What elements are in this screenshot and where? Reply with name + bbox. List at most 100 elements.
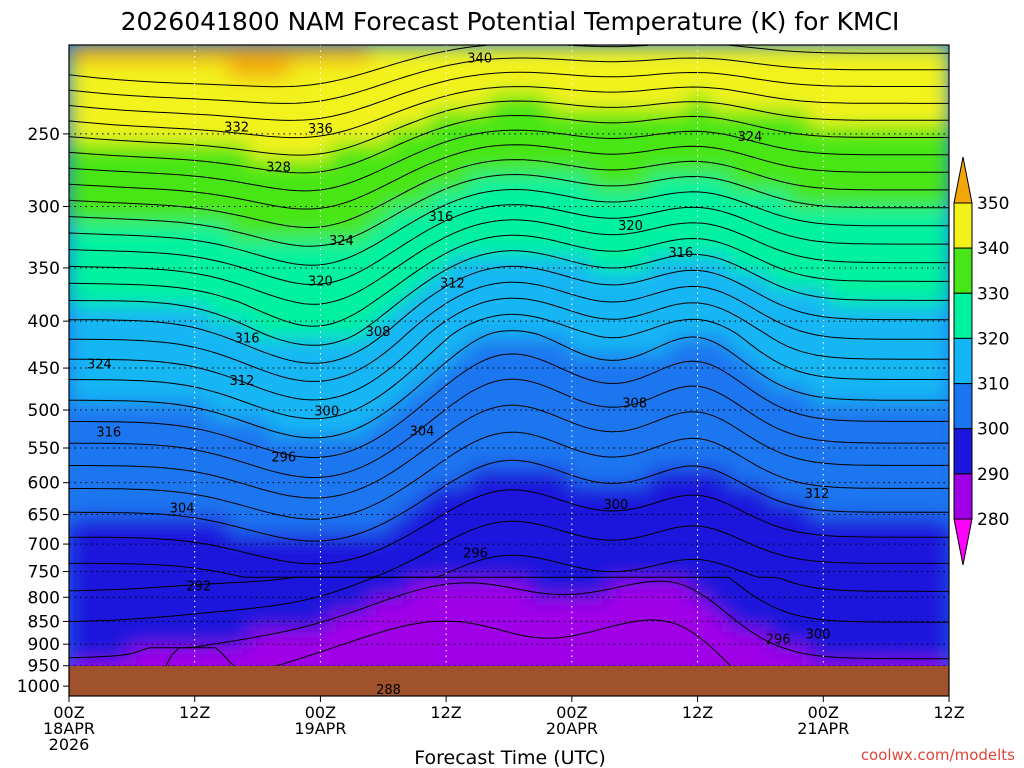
band-cell: [409, 500, 430, 518]
band-cell: [629, 126, 650, 144]
band-cell: [789, 630, 810, 649]
band-cell: [229, 61, 250, 79]
band-cell: [449, 126, 470, 144]
band-cell: [169, 158, 190, 177]
band-cell: [449, 77, 470, 95]
band-cell: [789, 549, 810, 567]
colorbar-label: 340: [977, 239, 1009, 259]
isotherm-line: [69, 265, 949, 364]
band-cell: [669, 598, 690, 616]
isotherm-line: [69, 404, 949, 499]
band-cell: [709, 61, 730, 79]
band-cell: [769, 77, 790, 95]
band-cell: [169, 126, 190, 144]
band-cell: [549, 516, 570, 535]
band-cell: [569, 207, 590, 226]
band-cell: [589, 647, 610, 665]
band-cell: [569, 451, 590, 470]
contour-label: 308: [622, 397, 647, 412]
band-cell: [449, 403, 470, 421]
band-cell: [889, 321, 910, 339]
band-cell: [69, 93, 90, 112]
band-cell: [889, 598, 910, 616]
band-cell: [929, 142, 949, 160]
band-cell: [389, 647, 410, 665]
band-cell: [569, 126, 590, 144]
band-cell: [249, 549, 270, 567]
band-cell: [369, 451, 390, 470]
band-cell: [389, 321, 410, 339]
band-cell: [209, 354, 230, 372]
band-cell: [329, 77, 350, 95]
band-cell: [169, 598, 190, 616]
band-cell: [69, 321, 90, 339]
band-cell: [69, 110, 90, 128]
band-cell: [589, 403, 610, 421]
band-cell: [529, 240, 550, 258]
band-cell: [189, 370, 210, 388]
band-cell: [729, 191, 750, 209]
band-cell: [369, 305, 390, 323]
band-cell: [329, 93, 350, 112]
band-cell: [789, 451, 810, 470]
band-cell: [349, 516, 370, 535]
contour-label: 288: [376, 683, 401, 698]
band-cell: [309, 598, 330, 616]
band-cell: [489, 61, 510, 79]
band-cell: [589, 500, 610, 518]
band-cell: [369, 240, 390, 258]
band-cell: [689, 614, 710, 632]
band-cell: [649, 224, 670, 242]
band-cell: [209, 500, 230, 518]
band-cell: [729, 435, 750, 453]
band-cell: [709, 468, 730, 486]
band-cell: [149, 533, 170, 551]
band-cell: [689, 354, 710, 372]
band-cell: [289, 256, 310, 274]
band-cell: [409, 533, 430, 551]
band-cell: [749, 549, 770, 567]
band-cell: [749, 126, 770, 144]
band-cell: [89, 110, 110, 128]
band-cell: [229, 435, 250, 453]
band-cell: [109, 256, 130, 274]
band-cell: [889, 549, 910, 567]
band-cell: [669, 484, 690, 502]
band-cell: [649, 500, 670, 518]
band-cell: [749, 110, 770, 128]
band-cell: [309, 614, 330, 632]
band-cell: [309, 126, 330, 144]
band-cell: [629, 256, 650, 274]
band-cell: [509, 289, 530, 307]
band-cell: [869, 468, 890, 486]
band-cell: [109, 45, 130, 63]
contour-label: 332: [224, 121, 249, 136]
band-cell: [429, 419, 450, 437]
band-cell: [909, 533, 930, 551]
band-cell: [849, 175, 870, 193]
band-cell: [169, 207, 190, 226]
band-cell: [549, 45, 570, 63]
band-cell: [89, 500, 110, 518]
band-cell: [409, 77, 430, 95]
band-cell: [129, 224, 150, 242]
band-cell: [649, 175, 670, 193]
band-cell: [369, 272, 390, 291]
contour-label: 316: [668, 246, 693, 261]
band-cell: [909, 321, 930, 339]
band-cell: [869, 565, 890, 584]
band-cell: [929, 337, 949, 356]
isotherm-line: [69, 378, 949, 479]
band-cell: [629, 142, 650, 160]
band-cell: [609, 256, 630, 274]
band-cell: [429, 77, 450, 95]
band-cell: [529, 451, 550, 470]
band-cell: [569, 598, 590, 616]
band-cell: [709, 321, 730, 339]
band-cell: [709, 403, 730, 421]
band-cell: [889, 484, 910, 502]
band-cell: [809, 45, 830, 63]
band-cell: [109, 61, 130, 79]
band-cell: [609, 419, 630, 437]
band-cell: [469, 207, 490, 226]
